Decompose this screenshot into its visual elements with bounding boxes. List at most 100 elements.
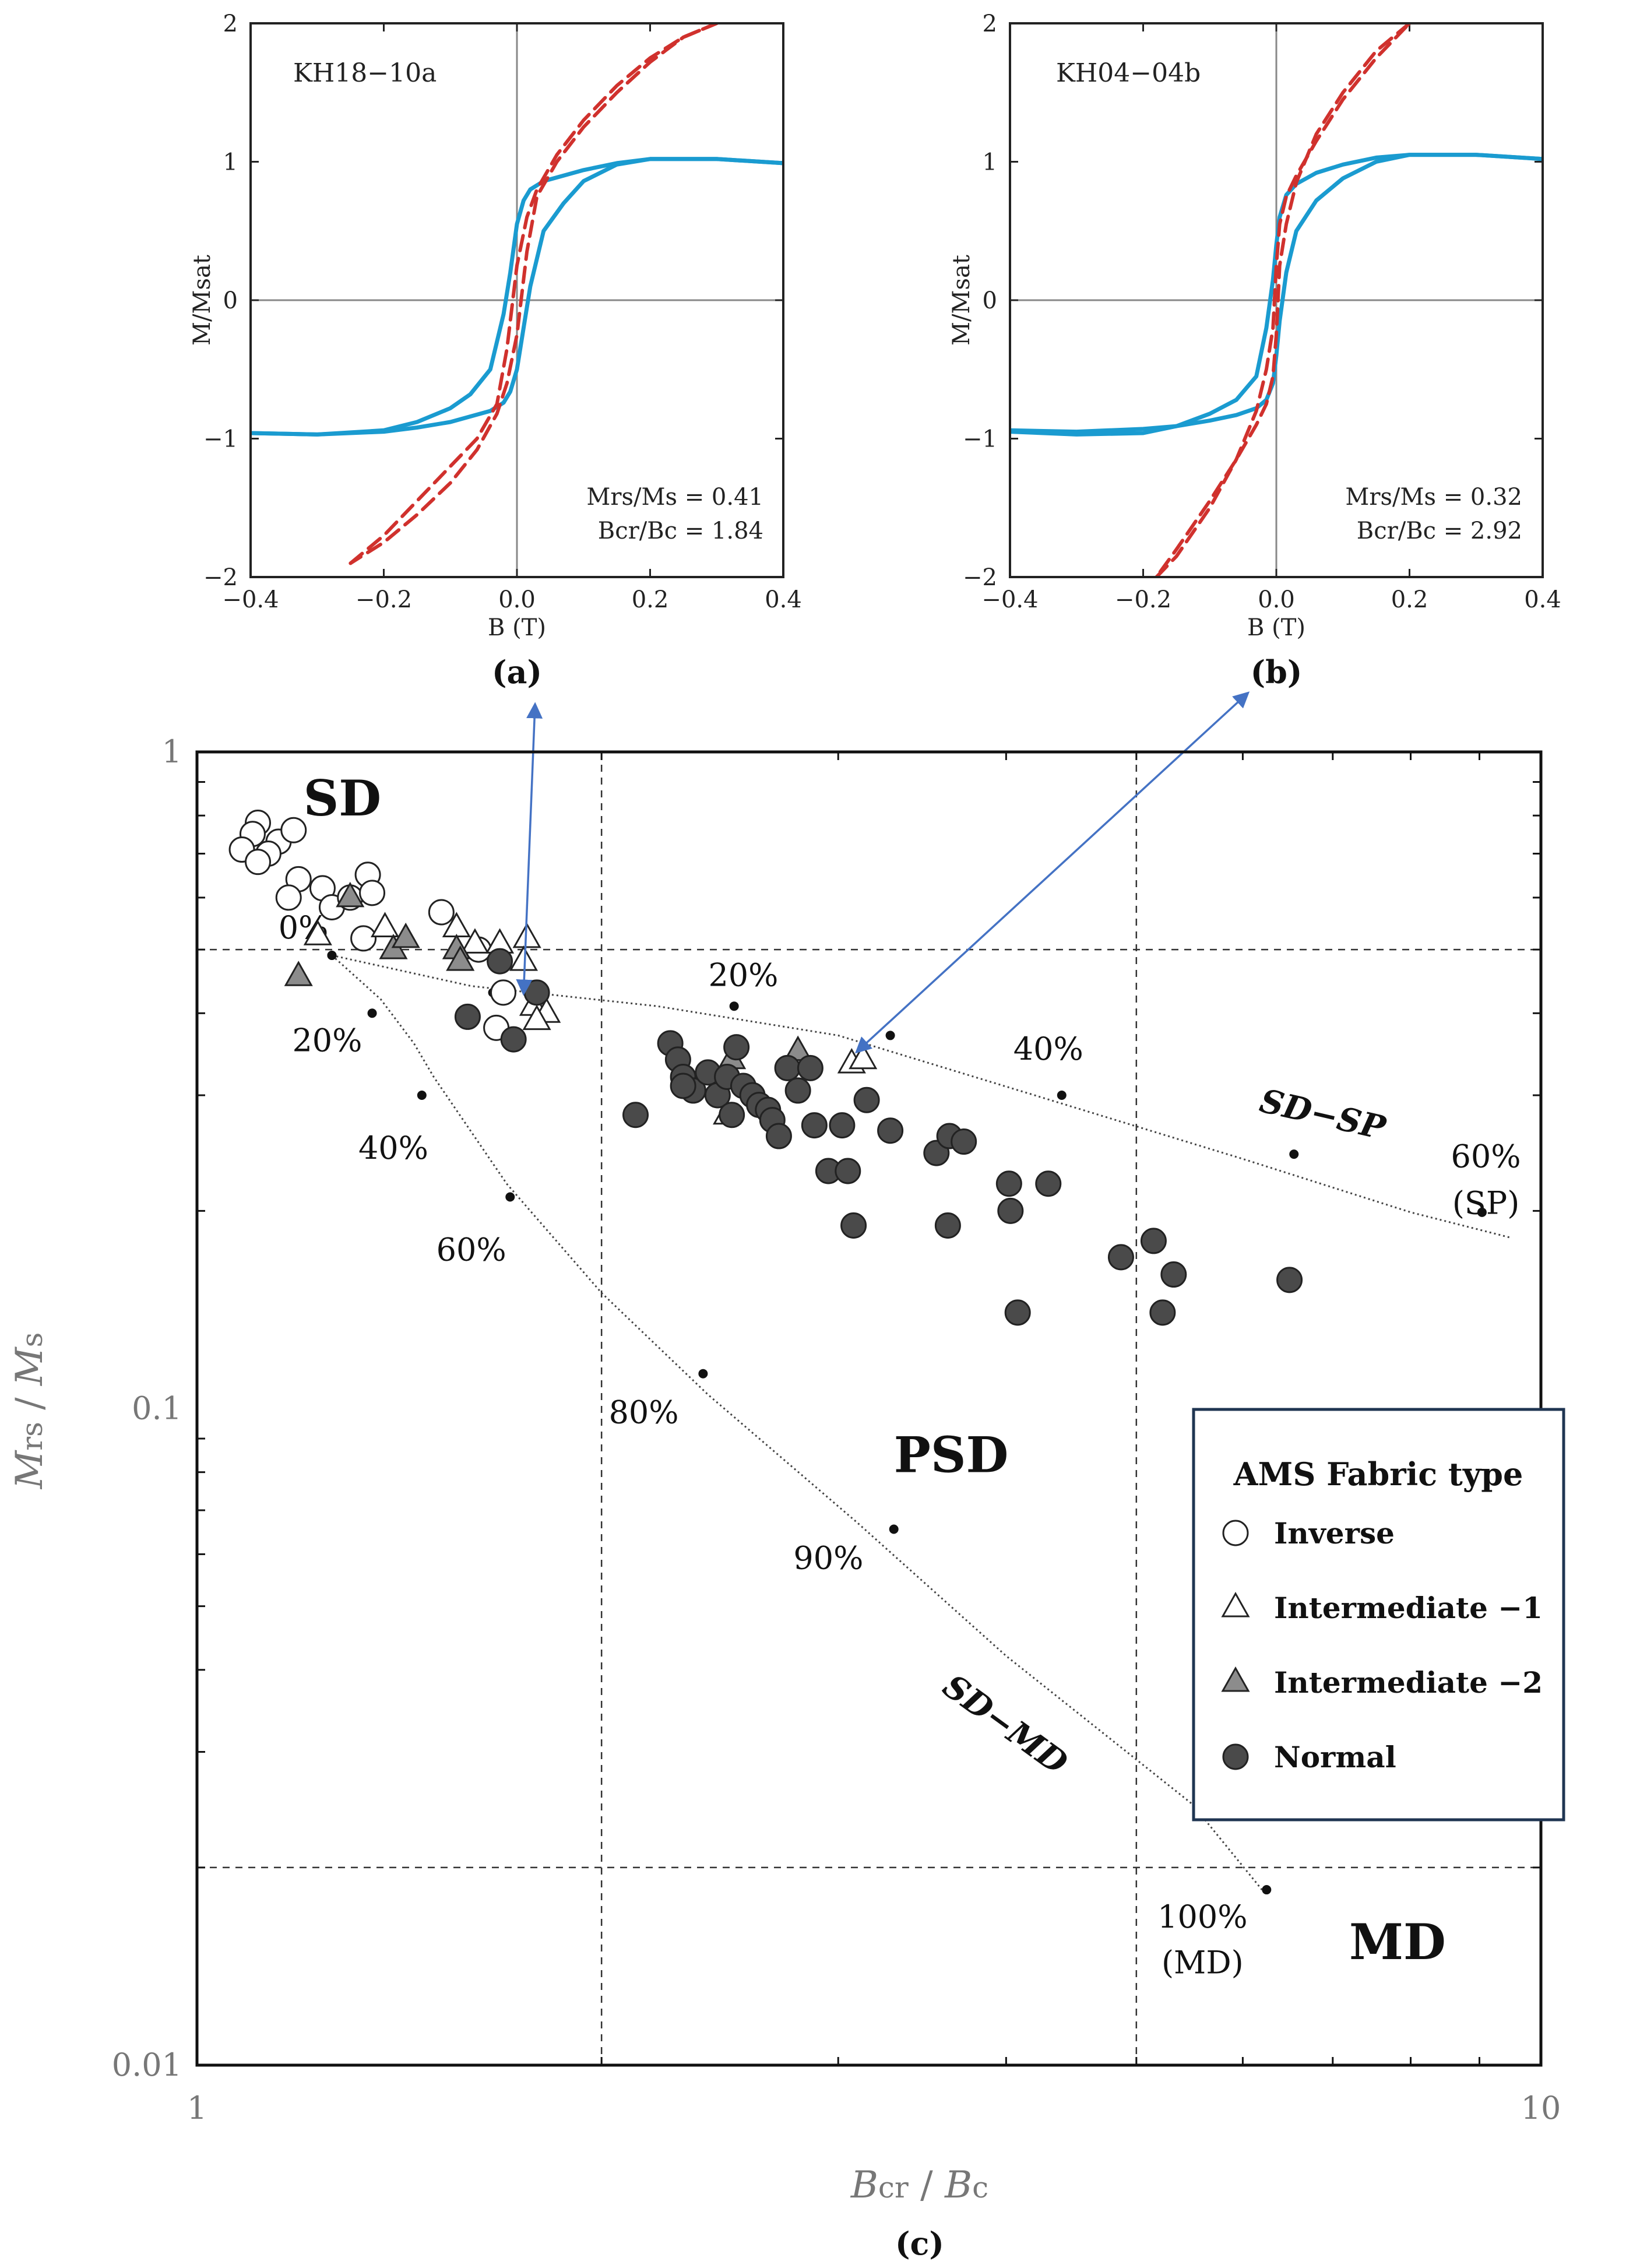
x-tick-label: 10	[1521, 2090, 1561, 2126]
uncorrected-loop-branch	[1155, 23, 1412, 577]
intermediate-2-point	[284, 961, 313, 986]
y-tick-label: 0	[223, 287, 238, 314]
normal-point	[1107, 1244, 1134, 1271]
inverse-point	[280, 817, 307, 843]
intermediate-1-point	[522, 1004, 551, 1031]
sd-md-percent-marker	[1262, 1885, 1272, 1895]
normal-point	[877, 1117, 904, 1144]
normal-point	[1004, 1299, 1031, 1326]
intermediate-1-point	[509, 945, 539, 971]
panel-c-label: (c)	[895, 2225, 944, 2262]
normal-point	[723, 1034, 750, 1061]
y-tick-label: 0.1	[132, 1390, 182, 1427]
legend-marker	[1221, 1666, 1250, 1692]
panel-b-label: (b)	[1251, 653, 1303, 691]
sd-md-percent-label: 60%	[437, 1232, 506, 1268]
y-tick-label: 2	[223, 10, 238, 37]
legend-marker	[1222, 1743, 1249, 1770]
sd-md-percent-label: 90%	[793, 1540, 863, 1577]
normal-point	[1140, 1228, 1167, 1254]
panel-b-frame	[1009, 22, 1544, 578]
intermediate-2-point	[336, 881, 365, 908]
normal-point	[670, 1073, 696, 1099]
day-plot-panel-c: 1 100.010.1120%40%60%80%90%100%(MD)0%20%4…	[8, 691, 1565, 2262]
normal-point	[801, 1112, 828, 1139]
normal-point	[995, 1170, 1022, 1197]
normal-point	[797, 1054, 823, 1081]
normal-point	[951, 1128, 977, 1155]
panel-a-label: (a)	[492, 653, 542, 691]
normal-point	[853, 1086, 880, 1113]
legend-label: Normal	[1274, 1740, 1396, 1774]
intermediate-2-point	[783, 1035, 812, 1061]
sd-md-percent-label: 20%	[292, 1022, 362, 1059]
intermediate-1-point	[460, 928, 490, 954]
sd-sp-percent-label: 60%	[1451, 1138, 1521, 1175]
normal-point	[765, 1123, 792, 1149]
x-tick-label: −0.2	[1115, 586, 1171, 613]
x-tick-label: 0.2	[632, 586, 669, 613]
normal-point	[934, 1212, 961, 1239]
sd-md-percent-marker	[505, 1192, 515, 1202]
normal-point	[784, 1077, 811, 1104]
normal-point	[454, 1003, 481, 1030]
normal-point	[500, 1026, 527, 1053]
x-tick-label: −0.2	[356, 586, 412, 613]
y-tick-label: −2	[203, 564, 238, 591]
region-label-psd: PSD	[894, 1426, 1009, 1484]
normal-point	[840, 1212, 867, 1239]
sd-md-percent-marker	[698, 1369, 708, 1379]
normal-point	[1160, 1261, 1187, 1288]
inverse-point	[359, 880, 386, 906]
y-tick-label: 2	[983, 10, 997, 37]
x-tick-label: 1	[187, 2090, 207, 2126]
panel-a-ylabel: M/Msat	[189, 255, 216, 346]
inverse-point	[275, 884, 302, 911]
normal-point	[774, 1054, 801, 1081]
panel-b-plot: −0.4 −0.2 0.0 0.2 0.4 −2 −1 0 1 2	[963, 10, 1561, 613]
sd-md-curve-label: SD−MD	[936, 1666, 1075, 1782]
sd-sp-percent-label: 40%	[1013, 1031, 1083, 1067]
sd-md-percent-marker	[889, 1524, 899, 1534]
x-tick-label: −0.4	[981, 586, 1038, 613]
y-tick-label: 0.01	[112, 2047, 182, 2083]
inverse-point	[490, 979, 517, 1006]
sd-sp-percent-marker	[885, 1031, 895, 1040]
x-tick-label: 0.0	[498, 586, 536, 613]
panel-b-stat-bcr: Bcr/Bc = 2.92	[1357, 518, 1522, 544]
normal-point	[523, 979, 550, 1006]
panel-b-stat-mrs: Mrs/Ms = 0.32	[1345, 484, 1522, 511]
uncorrected-loop-branch	[349, 23, 719, 565]
sd-sp-percent-marker	[729, 1001, 739, 1011]
panel-a-xlabel: B (T)	[488, 614, 546, 641]
region-label-md: MD	[1349, 1913, 1446, 1971]
legend-label: Intermediate −2	[1274, 1665, 1543, 1700]
normal-point	[829, 1112, 856, 1139]
legend-marker	[1221, 1591, 1250, 1618]
y-tick-label: 1	[983, 149, 997, 176]
y-tick-label: 1	[162, 733, 182, 770]
legend-items: Inverse Intermediate −1 Intermediate −2 Nor…	[1221, 1516, 1543, 1774]
sd-sp-percent-marker	[1477, 1207, 1487, 1217]
normal-point	[1149, 1299, 1176, 1326]
sd-sp-percent-marker	[1057, 1091, 1067, 1100]
sd-md-percent-marker	[367, 1008, 377, 1018]
y-tick-label: −1	[203, 426, 238, 453]
uncorrected-loop-branch	[349, 23, 719, 565]
panel-b-sample-label: KH04−04b	[1056, 58, 1201, 88]
normal-point	[487, 948, 513, 975]
sd-md-percent-label: 80%	[609, 1394, 679, 1431]
sd-md-percent-marker	[417, 1091, 427, 1100]
panel-a-stat-mrs: Mrs/Ms = 0.41	[586, 484, 763, 511]
hysteresis-panel-a: −0.4 −0.2 0.0 0.2 0.4 −2 −1 0 1 2 KH18−10a Mrs/Ms…	[189, 10, 802, 691]
sd-sp-percent-marker	[1289, 1149, 1299, 1159]
panel-a-stat-bcr: Bcr/Bc = 1.84	[598, 518, 763, 544]
intermediate-1-point	[370, 912, 400, 937]
y-tick-label: −2	[963, 564, 997, 591]
legend-label: Inverse	[1274, 1516, 1395, 1550]
legend-marker	[1222, 1520, 1249, 1546]
legend-title: AMS Fabric type	[1233, 1455, 1523, 1493]
x-tick-label: −0.4	[222, 586, 279, 613]
intermediate-2-point	[446, 945, 475, 971]
